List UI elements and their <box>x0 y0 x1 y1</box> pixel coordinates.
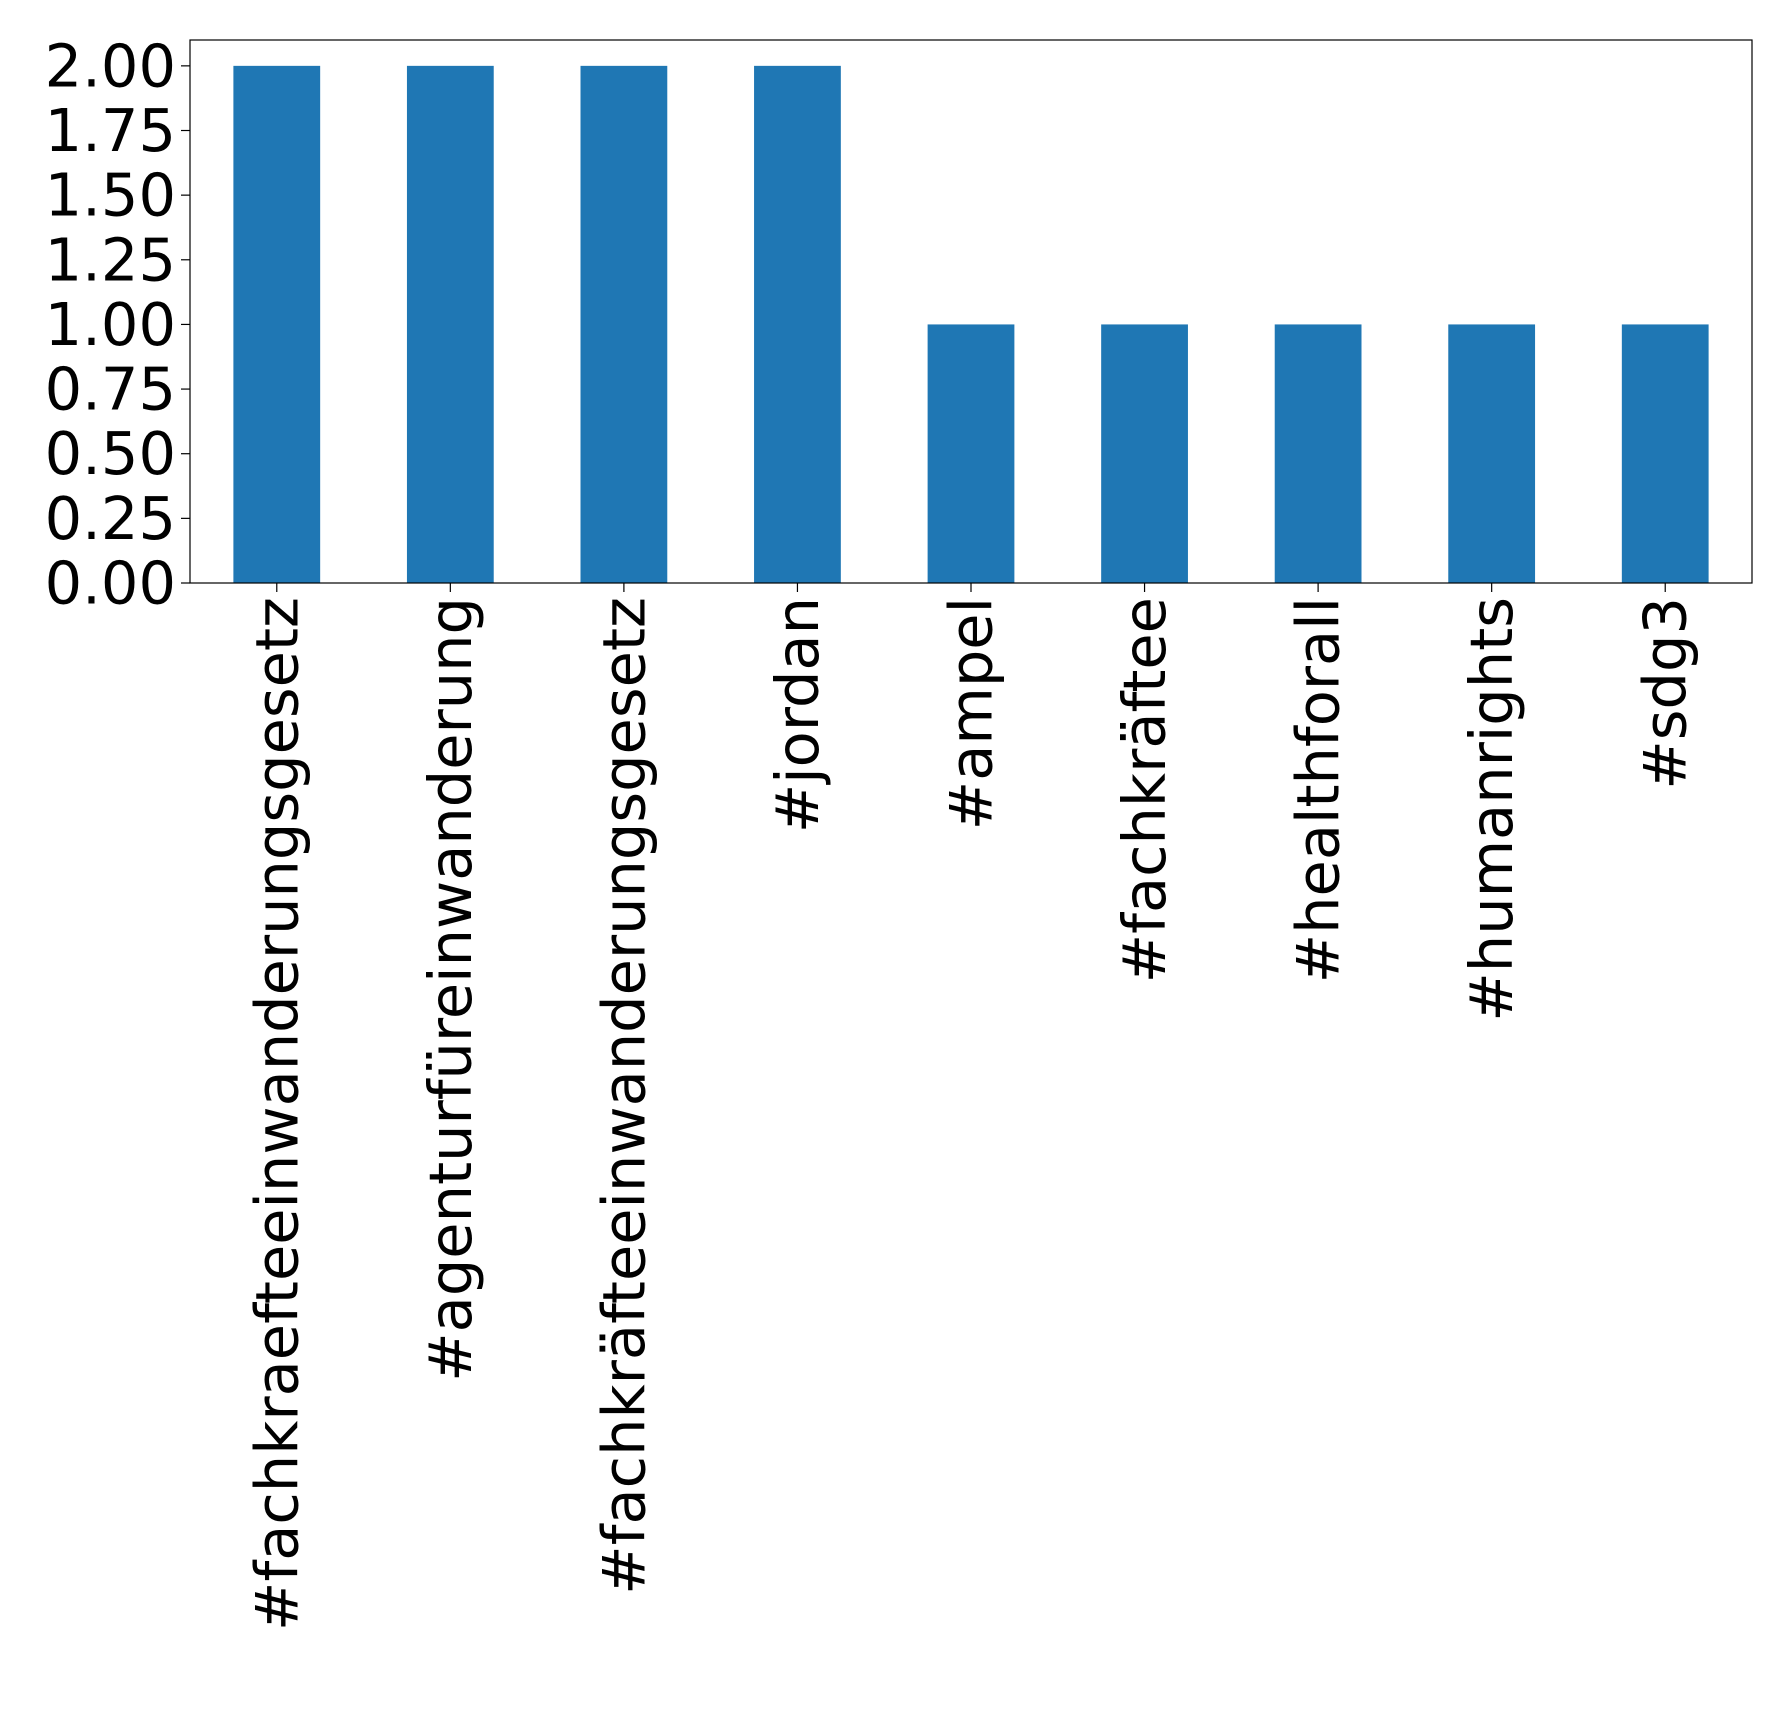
x-tick-label: #healthforall <box>1284 597 1353 983</box>
bar-0 <box>233 65 321 584</box>
y-tick-label: 1.50 <box>45 161 176 230</box>
x-tick-label: #fachkraefteeinwanderungsgesetz <box>242 597 311 1631</box>
bars-group <box>233 65 1709 584</box>
y-tick-label: 2.00 <box>45 31 176 100</box>
x-tick-label: #fachkräfteeinwanderungsgesetz <box>589 597 658 1595</box>
plot-frame <box>189 39 1753 584</box>
bar-3 <box>754 65 841 584</box>
x-tick-label: #humanrights <box>1457 597 1526 1022</box>
x-tick-label: #jordan <box>763 597 832 833</box>
bar-4 <box>927 324 1015 583</box>
y-axis: 0.000.250.500.751.001.251.501.752.00 <box>45 31 190 618</box>
y-tick-label: 0.25 <box>45 484 176 553</box>
bar-2 <box>580 65 668 584</box>
x-tick-label: #ampel <box>937 597 1006 830</box>
y-tick-label: 0.75 <box>45 355 176 424</box>
y-tick-label: 1.25 <box>45 225 176 294</box>
y-tick-label: 1.00 <box>45 290 176 359</box>
y-tick-label: 0.00 <box>45 549 176 618</box>
x-tick-label: #sdg3 <box>1631 597 1700 790</box>
y-tick-label: 1.75 <box>45 96 176 165</box>
x-axis: #fachkraefteeinwanderungsgesetz #agenturf… <box>242 583 1700 1631</box>
bar-8 <box>1621 324 1709 583</box>
x-tick-label: #fachkräftee <box>1110 597 1179 983</box>
bar-7 <box>1448 324 1536 583</box>
bar-6 <box>1274 324 1362 583</box>
bar-5 <box>1101 324 1188 583</box>
x-tick-label: #agenturfüreinwanderung <box>416 597 485 1382</box>
bar-1 <box>406 65 494 584</box>
y-tick-label: 0.50 <box>45 419 176 488</box>
